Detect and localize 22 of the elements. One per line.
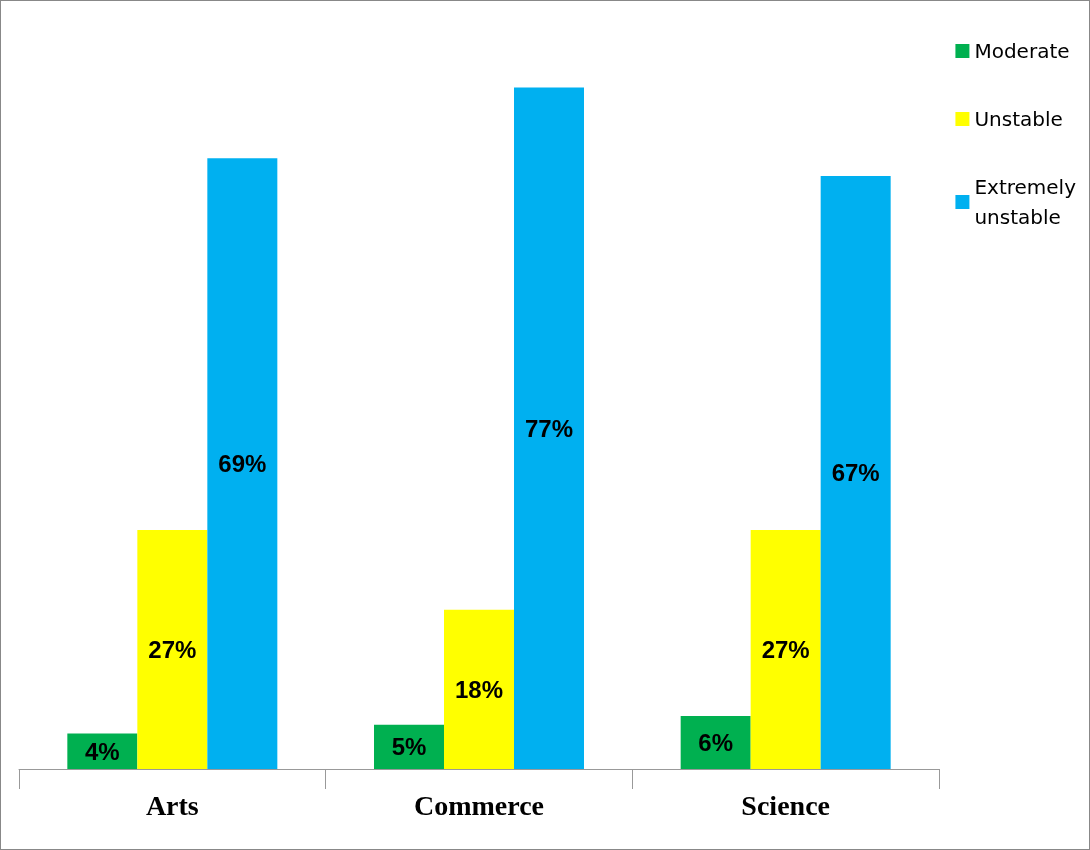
data-label: 27% <box>761 636 810 664</box>
bar <box>137 530 208 769</box>
legend-label: Unstable <box>974 107 1063 131</box>
data-label: 5% <box>391 733 427 761</box>
data-label: 67% <box>831 459 880 487</box>
data-label: 18% <box>454 675 504 703</box>
x-tick-label: Commerce <box>413 789 545 821</box>
legend-label: Extremely unstable <box>974 175 1077 229</box>
data-label: 69% <box>218 450 267 478</box>
bar <box>820 176 891 769</box>
data-label: 4% <box>84 737 120 765</box>
bar <box>444 609 514 769</box>
data-label: 77% <box>524 414 574 442</box>
bar <box>750 530 821 769</box>
data-label: 6% <box>698 728 734 756</box>
data-label: 27% <box>148 636 197 664</box>
x-tick-label: Science <box>741 789 830 821</box>
x-tick-label: Arts <box>145 789 199 821</box>
legend-label: Moderate <box>974 39 1070 63</box>
bar <box>514 87 584 769</box>
bar <box>207 158 278 769</box>
bar <box>680 715 751 769</box>
